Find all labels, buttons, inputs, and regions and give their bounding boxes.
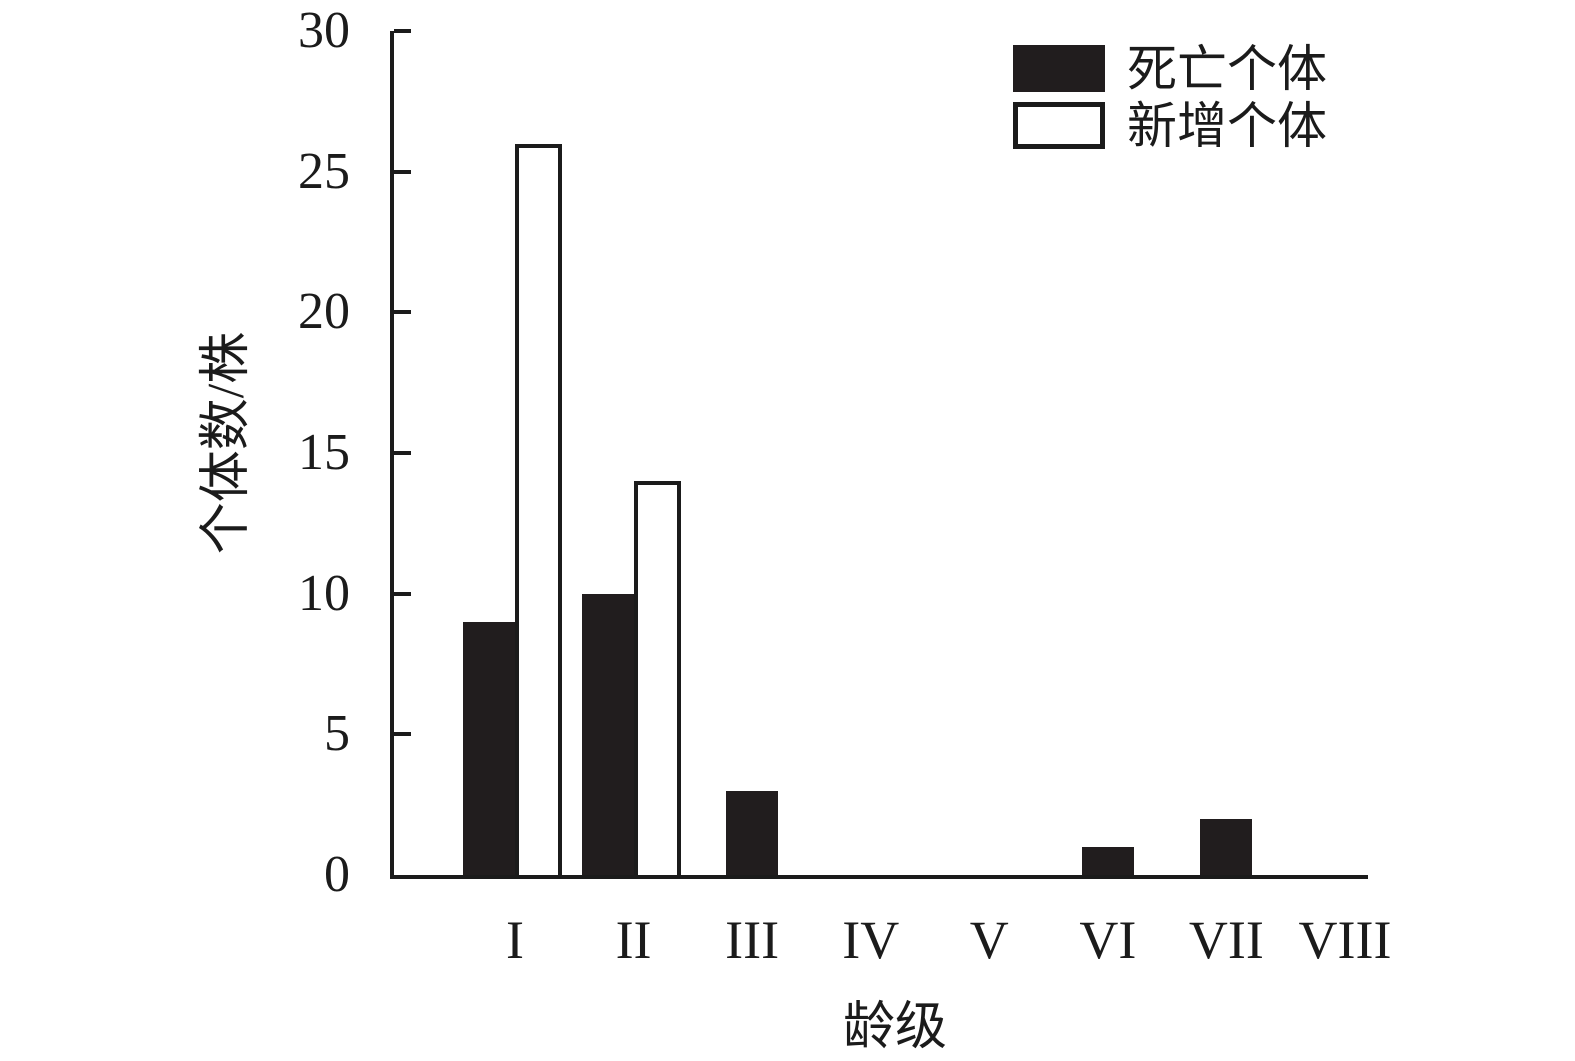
x-tick-label-VII: VII xyxy=(1188,910,1264,970)
y-tick-label: 25 xyxy=(298,142,350,200)
legend-swatch-filled-icon xyxy=(1013,45,1105,92)
legend-label-dead: 死亡个体 xyxy=(1127,40,1327,97)
y-tick xyxy=(394,451,411,455)
y-tick-label: 30 xyxy=(298,2,350,59)
y-axis-title: 个体数/株 xyxy=(198,331,255,555)
bar-dead-VII xyxy=(1200,818,1253,875)
x-axis-title: 龄级 xyxy=(842,999,948,1056)
y-tick xyxy=(394,169,411,174)
bar-new-I xyxy=(515,143,562,875)
y-tick-label: 5 xyxy=(324,705,350,763)
legend-label-new: 新增个体 xyxy=(1127,97,1327,154)
bar-dead-II xyxy=(581,593,634,875)
y-tick-label: 20 xyxy=(298,283,350,341)
plot-axes xyxy=(390,31,1368,879)
x-tick-label-IV: IV xyxy=(842,910,900,970)
x-tick-label-II: II xyxy=(615,910,652,970)
x-tick-label-I: I xyxy=(506,910,524,970)
y-tick-label: 0 xyxy=(324,846,350,903)
y-tick-label: 10 xyxy=(298,564,350,622)
bar-dead-VI xyxy=(1081,846,1134,875)
bar-dead-I xyxy=(463,621,515,875)
bar-dead-III xyxy=(726,790,779,875)
x-tick-label-VI: VI xyxy=(1079,910,1137,970)
y-tick xyxy=(394,732,411,737)
legend-item-new: 新增个体 xyxy=(1013,97,1327,154)
x-tick-label-V: V xyxy=(969,910,1009,970)
y-tick xyxy=(394,591,411,596)
legend-swatch-outlined-icon xyxy=(1013,102,1105,149)
y-tick xyxy=(394,310,411,315)
y-tick-label: 15 xyxy=(298,424,350,481)
x-tick-label-III: III xyxy=(725,910,780,970)
bar-new-II xyxy=(633,481,681,875)
y-tick xyxy=(394,29,411,33)
x-tick-label-VIII: VIII xyxy=(1298,910,1392,970)
legend-item-dead: 死亡个体 xyxy=(1013,40,1327,97)
